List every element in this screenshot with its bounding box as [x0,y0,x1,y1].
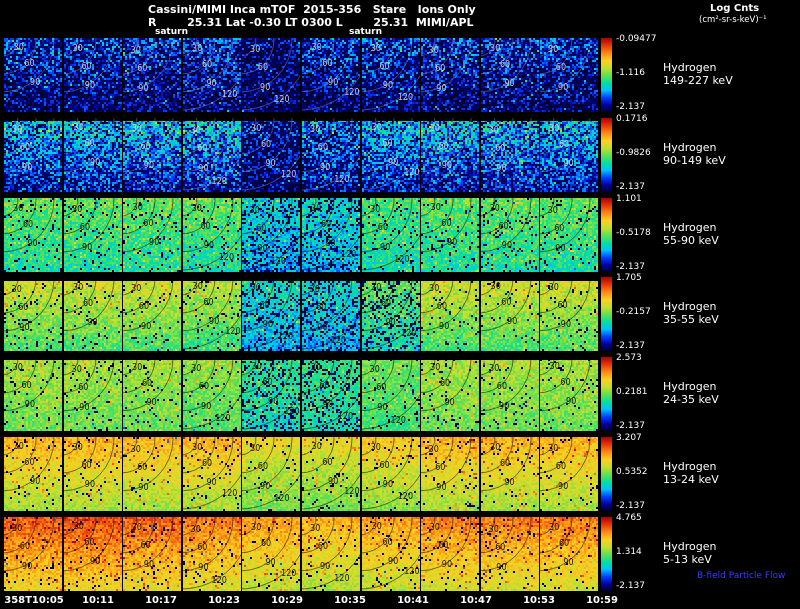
colorbar-label-max: -0.09477 [616,34,657,44]
colorbar-label-mid: -0.2157 [616,307,651,317]
colorbar-label-min: -2.137 [616,581,646,591]
colorbar [601,198,612,272]
saturn-direction-label-mid: saturn [349,27,382,37]
time-tick-label: 358T10:05 [4,595,64,606]
species-label: Hydrogen [663,540,717,553]
energy-band-label: 149-227 keV [663,74,733,87]
colorbar-label-max: 2.573 [616,353,642,363]
species-label: Hydrogen [663,221,717,234]
time-tick-label: 10:11 [82,595,114,606]
colorbar [601,277,612,351]
colorbar-label-max: 1.705 [616,273,642,283]
energy-band-label: 13-24 keV [663,473,719,486]
colorbar-label-mid: -1.116 [616,68,646,78]
species-label: Hydrogen [663,460,717,473]
species-label: Hydrogen [663,141,717,154]
plot-subtitle-ephemeris: R 25.31 Lat -0.30 LT 0300 L 25.31 MIMI/A… [148,16,474,29]
colorbar-label-max: 4.765 [616,513,642,523]
colorbar-units-title: Log Cnts [710,3,760,14]
time-tick-label: 10:47 [460,595,492,606]
plot-title: Cassini/MIMI Inca mTOF 2015-356 Stare Io… [148,3,476,16]
colorbar [601,357,612,431]
bfield-particle-flow-label: B-field Particle Flow [697,571,786,581]
time-tick-label: 10:53 [523,595,555,606]
colorbar [601,517,612,591]
energy-band-label: 5-13 keV [663,553,712,566]
energy-band-label: 90-149 keV [663,154,726,167]
time-tick-label: 10:17 [145,595,177,606]
species-label: Hydrogen [663,61,717,74]
colorbar-label-mid: 1.314 [616,547,642,557]
energy-band-label: 35-55 keV [663,313,719,326]
colorbar-label-min: -2.137 [616,182,646,192]
colorbar [601,38,612,112]
time-tick-label: 10:59 [586,595,618,606]
colorbar-units-sub: (cm²-sr-s-keV)⁻¹ [699,15,767,25]
colorbar-label-mid: -0.9826 [616,148,651,158]
colorbar-label-max: 0.1716 [616,114,648,124]
colorbar-label-min: -2.137 [616,102,646,112]
time-tick-label: 10:41 [397,595,429,606]
colorbar-label-min: -2.137 [616,341,646,351]
energy-band-label: 55-90 keV [663,234,719,247]
colorbar [601,118,612,192]
time-tick-label: 10:23 [208,595,240,606]
heatmap-row-13-24-kev [4,437,600,511]
colorbar-label-mid: 0.5352 [616,467,648,477]
colorbar-label-min: -2.137 [616,421,646,431]
heatmap-row-90-149-kev [4,118,600,192]
colorbar-label-min: -2.137 [616,262,646,272]
colorbar [601,437,612,511]
colorbar-label-max: 1.101 [616,194,642,204]
time-tick-label: 10:29 [271,595,303,606]
heatmap-row-24-35-kev [4,357,600,431]
colorbar-label-max: 3.207 [616,433,642,443]
time-tick-label: 10:35 [334,595,366,606]
heatmap-row-5-13-kev [4,517,600,591]
species-label: Hydrogen [663,300,717,313]
heatmap-row-55-90-kev [4,198,600,272]
colorbar-label-mid: -0.5178 [616,228,651,238]
colorbar-label-min: -2.137 [616,501,646,511]
energy-band-label: 24-35 keV [663,393,719,406]
species-label: Hydrogen [663,380,717,393]
heatmap-row-35-55-kev [4,277,600,351]
heatmap-row-149-227-kev [4,38,600,112]
colorbar-label-mid: 0.2181 [616,387,648,397]
saturn-direction-label-left: saturn [155,27,188,37]
